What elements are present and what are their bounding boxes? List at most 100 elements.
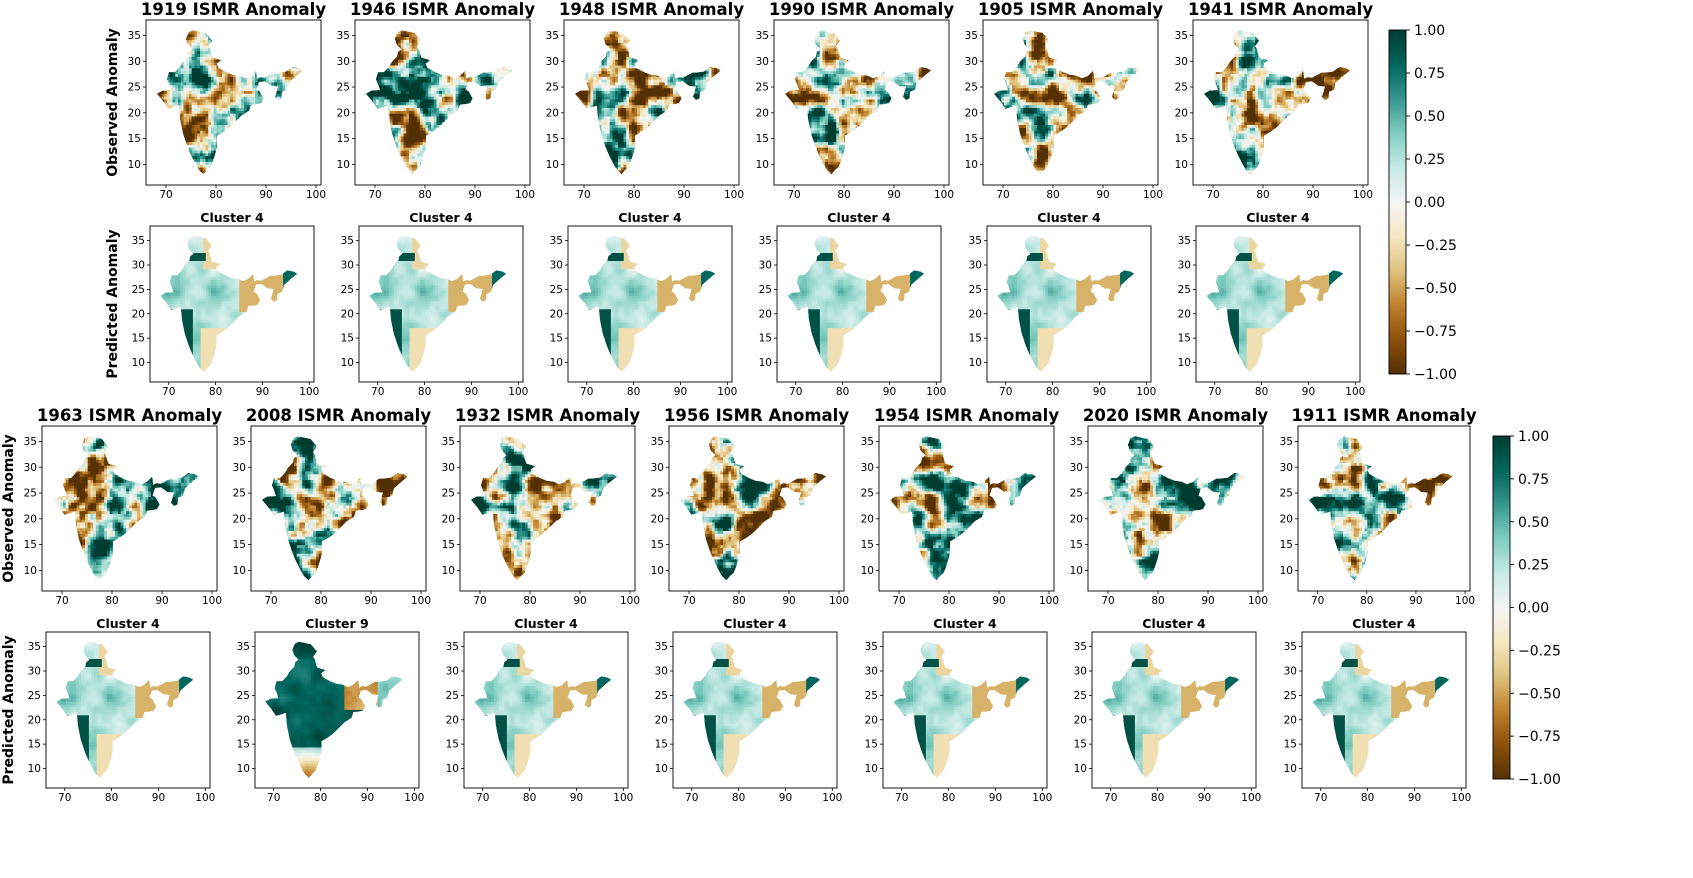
x-tick-label: 90	[1408, 792, 1421, 804]
y-tick-label: 25	[337, 82, 350, 94]
x-tick-label: 70	[476, 792, 489, 804]
y-tick-label: 10	[132, 357, 145, 369]
x-tick-label: 80	[1361, 792, 1374, 804]
y-tick-label: 30	[756, 56, 769, 68]
x-tick-label: 70	[1311, 595, 1324, 607]
y-tick-label: 15	[337, 133, 350, 145]
y-tick-label: 20	[24, 513, 37, 525]
y-tick-label: 35	[442, 436, 455, 448]
y-tick-label: 25	[550, 284, 563, 296]
y-tick-label: 35	[1074, 641, 1087, 653]
y-tick-label: 10	[442, 565, 455, 577]
row-label-predicted: Predicted Anomaly	[1, 635, 17, 784]
y-tick-label: 30	[337, 56, 350, 68]
y-tick-label: 30	[546, 56, 559, 68]
y-tick-label: 30	[341, 260, 354, 272]
colorbar-tick-label: −0.50	[1518, 686, 1561, 702]
y-tick-label: 20	[337, 107, 350, 119]
x-tick-label: 90	[674, 386, 687, 398]
x-tick-label: 100	[195, 792, 215, 804]
y-tick-label: 35	[756, 30, 769, 42]
x-tick-label: 90	[883, 386, 896, 398]
x-tick-label: 90	[364, 595, 377, 607]
x-tick-label: 100	[1241, 792, 1261, 804]
x-tick-label: 80	[1256, 189, 1269, 201]
y-tick-label: 10	[1074, 763, 1087, 775]
x-tick-label: 70	[580, 386, 593, 398]
x-tick-label: 100	[515, 189, 535, 201]
y-tick-label: 20	[442, 513, 455, 525]
y-tick-label: 25	[237, 690, 250, 702]
y-tick-label: 10	[1070, 565, 1083, 577]
y-tick-label: 20	[1175, 107, 1188, 119]
y-tick-label: 30	[446, 666, 459, 678]
colorbar-tick-label: 0.75	[1414, 66, 1445, 82]
y-tick-label: 20	[446, 714, 459, 726]
row-label-predicted: Predicted Anomaly	[105, 229, 121, 378]
y-tick-label: 15	[28, 739, 41, 751]
y-tick-label: 20	[128, 107, 141, 119]
colorbar-tick-label: −1.00	[1414, 367, 1457, 383]
x-tick-label: 70	[787, 189, 800, 201]
x-tick-label: 80	[732, 792, 745, 804]
x-tick-label: 70	[1206, 189, 1219, 201]
y-tick-label: 30	[24, 462, 37, 474]
y-tick-label: 15	[128, 133, 141, 145]
x-tick-label: 80	[105, 595, 118, 607]
y-tick-label: 10	[1284, 763, 1297, 775]
x-tick-label: 90	[677, 189, 690, 201]
colorbar-gradient	[1389, 30, 1406, 374]
x-tick-label: 80	[1046, 386, 1059, 398]
y-tick-label: 25	[233, 488, 246, 500]
y-tick-label: 25	[1178, 284, 1191, 296]
y-tick-label: 20	[546, 107, 559, 119]
colorbar-tick-label: 0.50	[1414, 109, 1445, 125]
x-tick-label: 70	[999, 386, 1012, 398]
x-tick-label: 80	[314, 792, 327, 804]
x-tick-label: 90	[1302, 386, 1315, 398]
x-tick-label: 80	[1360, 595, 1373, 607]
x-tick-label: 70	[159, 189, 172, 201]
y-tick-label: 30	[865, 666, 878, 678]
y-tick-label: 30	[1284, 666, 1297, 678]
x-tick-label: 70	[264, 595, 277, 607]
y-tick-label: 20	[651, 513, 664, 525]
cluster-title: Cluster 4	[933, 616, 997, 631]
y-tick-label: 15	[655, 739, 668, 751]
cluster-title: Cluster 9	[305, 616, 368, 631]
colorbar-1: 1.000.750.500.250.00−0.25−0.50−0.75−1.00	[1493, 429, 1561, 788]
y-tick-label: 15	[546, 133, 559, 145]
x-tick-label: 80	[837, 189, 850, 201]
y-tick-label: 10	[341, 357, 354, 369]
x-tick-label: 80	[418, 386, 431, 398]
x-tick-label: 80	[942, 595, 955, 607]
y-tick-label: 20	[237, 714, 250, 726]
cluster-title: Cluster 4	[96, 616, 160, 631]
x-tick-label: 70	[895, 792, 908, 804]
x-tick-label: 70	[267, 792, 280, 804]
x-tick-label: 90	[1093, 386, 1106, 398]
x-tick-label: 80	[523, 792, 536, 804]
x-tick-label: 100	[613, 792, 633, 804]
y-tick-label: 25	[1070, 488, 1083, 500]
x-tick-label: 90	[1306, 189, 1319, 201]
colorbar-tick-label: −0.75	[1414, 324, 1457, 340]
y-tick-label: 10	[865, 763, 878, 775]
x-tick-label: 80	[523, 595, 536, 607]
x-tick-label: 90	[570, 792, 583, 804]
x-tick-label: 100	[404, 792, 424, 804]
x-tick-label: 80	[209, 189, 222, 201]
y-tick-label: 35	[969, 235, 982, 247]
y-tick-label: 15	[1284, 739, 1297, 751]
y-tick-label: 15	[1074, 739, 1087, 751]
